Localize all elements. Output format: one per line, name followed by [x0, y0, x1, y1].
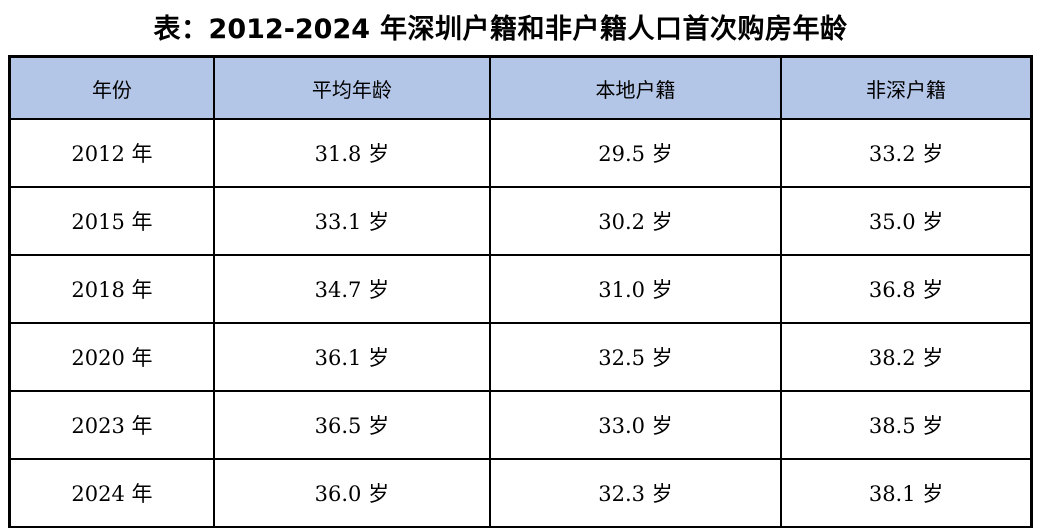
table-row: 2023 年 36.5 岁 33.0 岁 38.5 岁: [8, 390, 1033, 460]
cell-non-shenzhen-age: 38.2 岁: [780, 322, 1033, 392]
table-row: 2024 年 36.0 岁 32.3 岁 38.1 岁: [8, 458, 1033, 528]
title-year-range: 2012-2024: [208, 14, 371, 45]
cell-average-age: 36.5 岁: [212, 390, 491, 460]
header-row: 年份 平均年龄 本地户籍 非深户籍: [8, 55, 1033, 120]
age-table: 年份 平均年龄 本地户籍 非深户籍 2012 年 31.8 岁 29.5 岁 3…: [8, 55, 1033, 528]
column-header-average-age: 平均年龄: [212, 55, 491, 120]
cell-year: 2024 年: [8, 458, 215, 528]
cell-local-hukou-age: 29.5 岁: [488, 118, 783, 188]
cell-non-shenzhen-age: 33.2 岁: [780, 118, 1033, 188]
table-row: 2018 年 34.7 岁 31.0 岁 36.8 岁: [8, 254, 1033, 324]
table-row: 2020 年 36.1 岁 32.5 岁 38.2 岁: [8, 322, 1033, 392]
title-prefix: 表：: [153, 14, 209, 45]
cell-average-age: 36.0 岁: [212, 458, 491, 528]
column-header-non-shenzhen-hukou: 非深户籍: [780, 55, 1033, 120]
cell-non-shenzhen-age: 35.0 岁: [780, 186, 1033, 256]
cell-local-hukou-age: 33.0 岁: [488, 390, 783, 460]
table-row: 2015 年 33.1 岁 30.2 岁 35.0 岁: [8, 186, 1033, 256]
cell-non-shenzhen-age: 38.1 岁: [780, 458, 1033, 528]
cell-non-shenzhen-age: 36.8 岁: [780, 254, 1033, 324]
column-header-year: 年份: [8, 55, 215, 120]
cell-local-hukou-age: 32.3 岁: [488, 458, 783, 528]
table-row: 2012 年 31.8 岁 29.5 岁 33.2 岁: [8, 118, 1033, 188]
title-suffix: 年深圳户籍和非户籍人口首次购房年龄: [370, 14, 848, 45]
cell-average-age: 36.1 岁: [212, 322, 491, 392]
cell-average-age: 31.8 岁: [212, 118, 491, 188]
table-title: 表：2012-2024 年深圳户籍和非户籍人口首次购房年龄: [0, 0, 1041, 46]
column-header-local-hukou: 本地户籍: [488, 55, 783, 120]
cell-local-hukou-age: 31.0 岁: [488, 254, 783, 324]
cell-year: 2012 年: [8, 118, 215, 188]
cell-average-age: 33.1 岁: [212, 186, 491, 256]
cell-year: 2023 年: [8, 390, 215, 460]
cell-non-shenzhen-age: 38.5 岁: [780, 390, 1033, 460]
cell-average-age: 34.7 岁: [212, 254, 491, 324]
cell-local-hukou-age: 32.5 岁: [488, 322, 783, 392]
cell-local-hukou-age: 30.2 岁: [488, 186, 783, 256]
cell-year: 2018 年: [8, 254, 215, 324]
cell-year: 2020 年: [8, 322, 215, 392]
cell-year: 2015 年: [8, 186, 215, 256]
